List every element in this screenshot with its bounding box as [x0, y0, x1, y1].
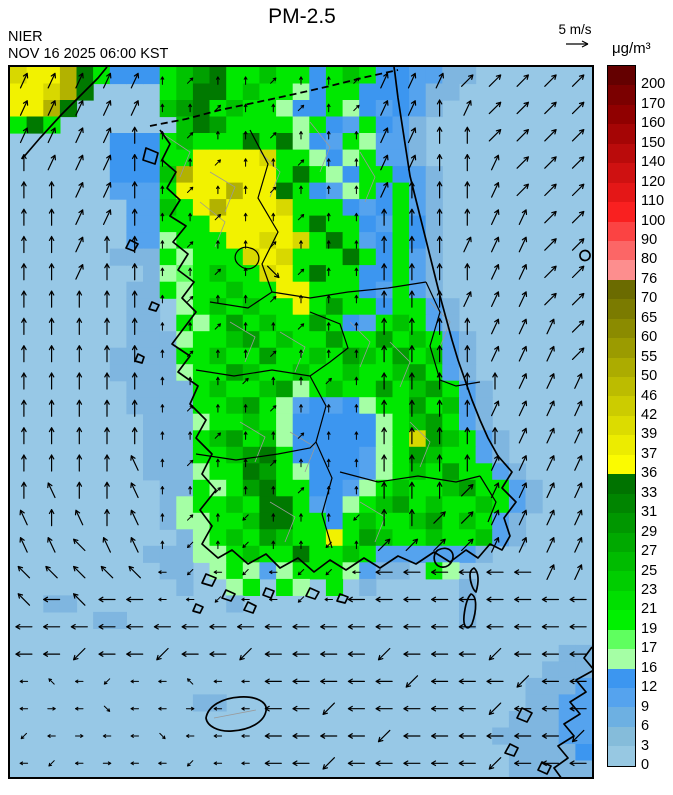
colorbar-tick-label: 25	[641, 562, 658, 579]
colorbar-tick-label: 33	[641, 484, 658, 501]
colorbar-segment	[608, 629, 635, 650]
colorbar-tick-label: 200	[641, 76, 666, 93]
colorbar-tick-label: 19	[641, 620, 658, 637]
colorbar-tick-label: 27	[641, 543, 658, 560]
colorbar-segment	[608, 202, 635, 222]
province-borders	[195, 129, 497, 549]
dmz-border-line	[149, 69, 399, 127]
colorbar-tick-label: 6	[641, 718, 650, 735]
page-title: PM-2.5	[268, 5, 336, 28]
colorbar-segment	[608, 338, 635, 358]
colorbar-tick-label: 31	[641, 504, 658, 521]
colorbar-tick-label: 80	[641, 251, 658, 268]
colorbar-segment	[608, 104, 635, 125]
wind-scale-arrow-icon	[552, 37, 598, 55]
colorbar-tick-label: 170	[641, 95, 666, 112]
colorbar-segment	[608, 143, 635, 164]
colorbar-segment	[608, 260, 635, 280]
map-frame	[8, 65, 595, 780]
colorbar-tick-label: 0	[641, 757, 650, 773]
colorbar-segment	[608, 649, 635, 669]
wind-arrows	[15, 72, 587, 770]
colorbar-segment	[608, 668, 635, 688]
colorbar-tick-label: 46	[641, 387, 658, 404]
colorbar-tick-label: 39	[641, 426, 658, 443]
colorbar-segment	[608, 279, 635, 300]
colorbar-segment	[608, 746, 635, 766]
county-borders	[159, 121, 451, 719]
colorbar-segment	[608, 377, 635, 397]
map-svg	[10, 66, 595, 780]
colorbar-tick-label: 70	[641, 290, 658, 307]
colorbar-segment	[608, 571, 635, 591]
colorbar-segment	[608, 85, 635, 105]
colorbar-segment	[608, 493, 635, 514]
colorbar-segment	[608, 415, 635, 436]
colorbar-tick-label: 110	[641, 193, 665, 210]
colorbar-segment	[608, 221, 635, 241]
colorbar-segment	[608, 435, 635, 455]
colorbar-tick-label: 76	[641, 270, 658, 287]
colorbar-segment	[608, 240, 635, 261]
agency-label: NIER	[8, 29, 43, 45]
colorbar-segment	[608, 124, 635, 144]
colorbar-segment	[608, 163, 635, 183]
colorbar-segment	[608, 707, 635, 727]
colorbar-tick-label: 42	[641, 407, 658, 423]
colorbar-tick-label: 21	[641, 601, 658, 618]
colorbar-segment	[608, 182, 635, 203]
colorbar-tick-label: 150	[641, 134, 666, 151]
colorbar-tick-label: 120	[641, 173, 666, 190]
colorbar-tick-label: 17	[641, 640, 658, 657]
colorbar-segment	[608, 513, 635, 533]
colorbar-tick-label: 100	[641, 212, 666, 229]
units-label: μg/m³	[612, 40, 651, 57]
colorbar-tick-label: 29	[641, 523, 658, 540]
colorbar-segment	[608, 318, 635, 339]
colorbar-segment	[608, 357, 635, 377]
colorbar-tick-label: 12	[641, 679, 658, 696]
datetime-label: NOV 16 2025 06:00 KST	[8, 46, 169, 62]
colorbar-segment	[608, 610, 635, 630]
colorbar-segment	[608, 532, 635, 552]
colorbar-tick-label: 16	[641, 659, 658, 676]
colorbar-segment	[608, 66, 635, 86]
colorbar-tick-label: 90	[641, 232, 658, 248]
colorbar-segment	[608, 474, 635, 494]
colorbar-tick-label: 36	[641, 465, 658, 482]
colorbar-tick-label: 9	[641, 698, 650, 715]
colorbar-segment	[608, 590, 635, 611]
colorbar	[607, 65, 636, 767]
colorbar-segment	[608, 726, 635, 747]
pm-concentration-grid	[10, 67, 593, 778]
colorbar-tick-label: 37	[641, 445, 658, 462]
colorbar-tick-label: 23	[641, 582, 658, 598]
colorbar-segment	[608, 454, 635, 475]
colorbar-tick-label: 65	[641, 309, 658, 326]
colorbar-tick-label: 60	[641, 329, 658, 346]
colorbar-tick-label: 160	[641, 115, 666, 132]
colorbar-segment	[608, 396, 635, 416]
wind-scale-label: 5 m/s	[558, 22, 592, 37]
colorbar-segment	[608, 688, 635, 708]
colorbar-tick-label: 50	[641, 368, 658, 385]
colorbar-tick-label: 3	[641, 737, 650, 754]
colorbar-tick-label: 55	[641, 348, 658, 365]
colorbar-segment	[608, 551, 635, 572]
colorbar-tick-label: 140	[641, 154, 666, 171]
colorbar-segment	[608, 299, 635, 319]
